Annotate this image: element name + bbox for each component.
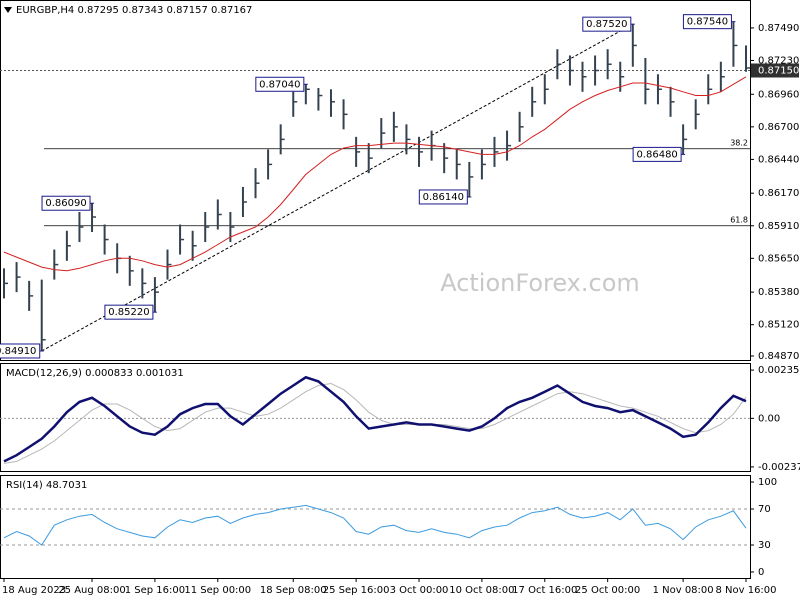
annotation-label: 0.86480 xyxy=(636,149,677,160)
annotation-label: 0.87520 xyxy=(586,19,627,30)
annotation-label: 0.86140 xyxy=(423,192,464,203)
x-tick-label: 18 Aug 2023 xyxy=(2,585,66,596)
annotation-label: 0.87540 xyxy=(687,17,728,28)
x-tick-label: 1 Nov 08:00 xyxy=(653,585,714,596)
annotation-box xyxy=(632,146,682,162)
annotation-label: 0.85220 xyxy=(108,307,149,318)
price-tag xyxy=(751,63,799,78)
x-tick-label: 25 Sep 16:00 xyxy=(323,585,390,596)
rsi-frame xyxy=(0,475,751,579)
x-tick-label: 10 Oct 08:00 xyxy=(449,585,514,596)
moving-average xyxy=(3,76,747,272)
signal-line xyxy=(3,382,747,464)
macd-frame xyxy=(0,363,751,472)
x-tick-label: 25 Aug 08:00 xyxy=(58,585,125,596)
fib-label: 61.8 xyxy=(730,215,748,224)
y-tick-label: 30 xyxy=(758,540,771,551)
panel-title: MACD(12,26,9) 0.000833 0.001031 xyxy=(6,368,184,379)
annotation-box xyxy=(41,195,91,211)
trendline xyxy=(41,23,634,352)
panel-title: RSI(14) 48.7031 xyxy=(6,480,87,491)
x-tick-label: 1 Sep 16:00 xyxy=(125,585,185,596)
x-tick-label: 8 Nov 16:00 xyxy=(715,585,776,596)
rsi-line xyxy=(3,504,747,546)
y-tick-label: 0.85910 xyxy=(758,221,799,232)
x-tick-label: 17 Oct 16:00 xyxy=(512,585,577,596)
y-tick-label: -0.002371 xyxy=(758,462,800,473)
x-tick-label: 3 Oct 00:00 xyxy=(390,585,449,596)
annotation-box xyxy=(255,76,305,92)
y-tick-label: 0.002352 xyxy=(758,365,800,376)
y-tick-label: 0.85380 xyxy=(758,287,799,298)
annotation-label: 0.86090 xyxy=(45,198,86,209)
menu-arrow xyxy=(4,7,12,13)
y-tick-label: 0.86700 xyxy=(758,122,799,133)
y-tick-label: 0.87490 xyxy=(758,23,799,34)
y-tick-label: 0.86170 xyxy=(758,188,799,199)
price-tag-label: 0.87150 xyxy=(758,65,799,76)
fib-label: 38.2 xyxy=(730,138,748,147)
x-tick-label: 11 Sep 00:00 xyxy=(184,585,251,596)
panel-title: EURGBP,H4 0.87295 0.87343 0.87157 0.8716… xyxy=(16,5,252,16)
macd-line xyxy=(3,375,747,463)
y-tick-label: 100 xyxy=(758,477,777,488)
y-tick-label: 0.85650 xyxy=(758,253,799,264)
y-tick-label: 0.87230 xyxy=(758,55,799,66)
annotation-box xyxy=(582,16,632,32)
y-tick-label: 0.85120 xyxy=(758,320,799,331)
x-tick-label: 25 Oct 00:00 xyxy=(575,585,640,596)
y-tick-label: 70 xyxy=(758,504,771,515)
annotation-label: 0.87040 xyxy=(259,79,300,90)
x-tick-label: 18 Sep 08:00 xyxy=(260,585,327,596)
watermark: ActionForex.com xyxy=(440,269,640,297)
y-tick-label: 0.86960 xyxy=(758,89,799,100)
annotation-box xyxy=(418,189,468,205)
y-tick-label: 0 xyxy=(758,567,764,578)
annotation-box xyxy=(104,304,154,320)
y-tick-label: 0.84870 xyxy=(758,351,799,362)
y-tick-label: 0.00 xyxy=(758,413,780,424)
price-frame xyxy=(0,0,751,361)
y-tick-label: 0.86440 xyxy=(758,154,799,165)
annotation-label: 0.84910 xyxy=(0,346,36,357)
annotation-box xyxy=(0,343,41,359)
annotation-box xyxy=(682,14,732,30)
